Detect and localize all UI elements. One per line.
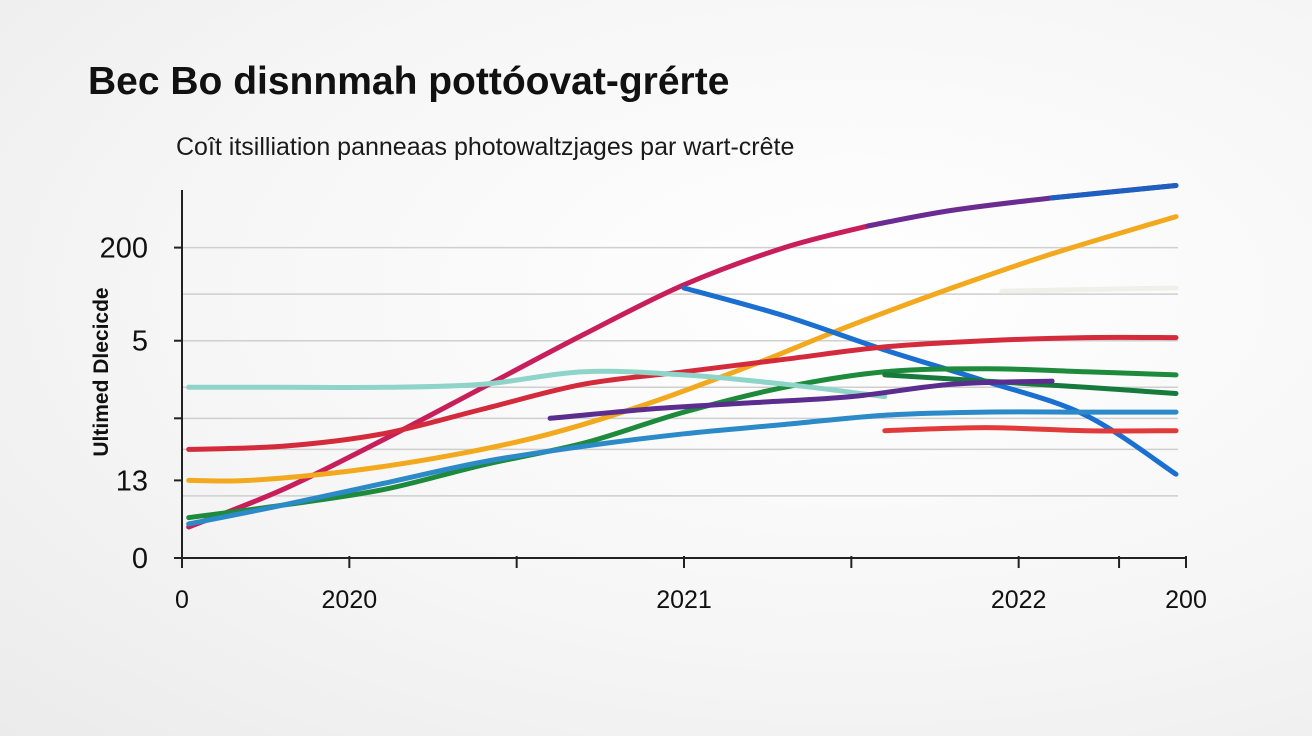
series-line-0 — [186, 223, 871, 530]
y-tick-label-3: 200 — [100, 233, 148, 265]
chart-subtitle: Coît itsilliation panneaas photowaltzjag… — [176, 133, 795, 161]
series-line-10 — [186, 368, 888, 400]
y-tick-label-1: 13 — [116, 465, 148, 497]
chart-title: Bec Bo disnnmah pottóovat-grérte — [88, 60, 730, 103]
y-tick-label-2: 5 — [132, 326, 148, 358]
series-line-4 — [999, 285, 1179, 294]
series-line-7 — [882, 425, 1179, 434]
tick-labels: 0 2020 2021 2022 200 0 13 5 200 — [100, 233, 1207, 614]
series-line-5 — [681, 285, 1179, 477]
series-line-11 — [186, 409, 1179, 527]
y-axis-label: Ultimed Dlecicde — [90, 287, 113, 456]
x-tick-label-4: 200 — [1165, 586, 1207, 614]
x-tick-label-1: 2020 — [322, 586, 378, 614]
x-tick-label-2: 2021 — [656, 586, 712, 614]
y-tick-label-0: 0 — [132, 543, 148, 575]
series-line-8 — [186, 366, 1179, 521]
series-line-2 — [1049, 183, 1179, 201]
axes — [175, 190, 1186, 559]
x-tick-label-3: 2022 — [991, 586, 1047, 614]
series-line-3 — [186, 214, 1179, 484]
x-tick-label-0: 0 — [175, 586, 189, 614]
series-lines — [186, 183, 1179, 530]
series-line-12 — [547, 378, 1055, 421]
series-line-6 — [186, 334, 1179, 452]
